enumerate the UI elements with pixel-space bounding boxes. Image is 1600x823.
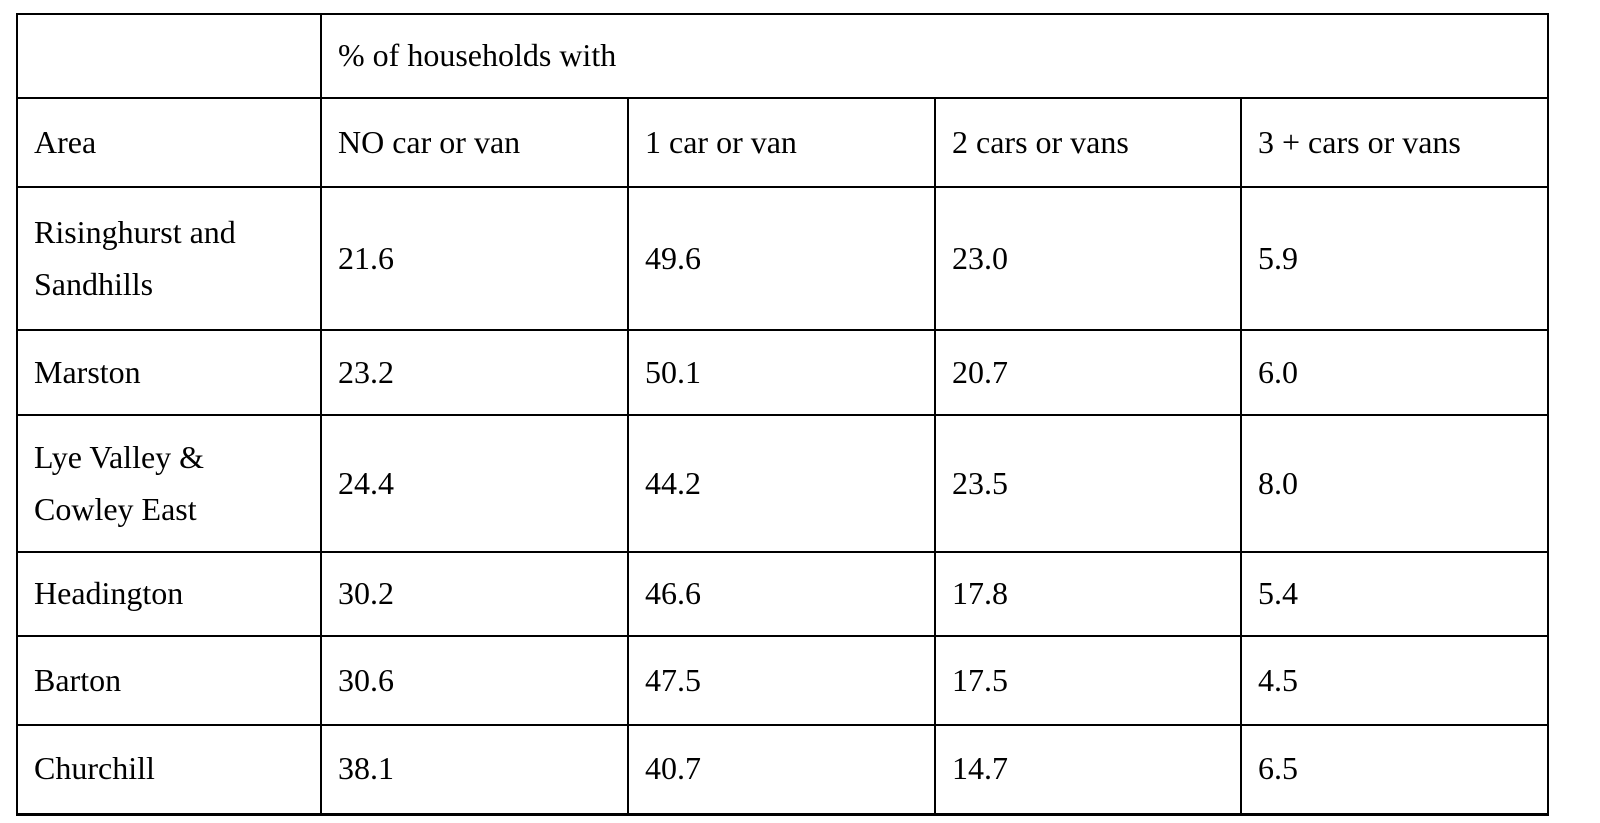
area-cell: Headington — [16, 551, 322, 637]
empty-header-cell — [16, 13, 322, 99]
value-cell: 46.6 — [627, 551, 936, 637]
area-cell: Barton — [16, 635, 322, 726]
value-cell: 23.0 — [934, 186, 1242, 331]
value-cell: 38.1 — [320, 724, 629, 815]
table-row: Marston 23.2 50.1 20.7 6.0 — [16, 329, 1550, 416]
area-cell: Risinghurst and Sandhills — [16, 186, 322, 331]
value-cell: 30.6 — [320, 635, 629, 726]
spanner-row: % of households with — [16, 13, 1550, 99]
value-cell: 6.5 — [1239, 724, 1550, 815]
value-cell: 21.6 — [320, 186, 629, 331]
value-cell: 50.1 — [627, 329, 936, 416]
column-header-1-car: 1 car or van — [627, 97, 936, 188]
value-cell: 5.9 — [1239, 186, 1550, 331]
value-cell: 44.2 — [627, 414, 936, 553]
value-cell: 4.5 — [1239, 635, 1550, 726]
value-cell: 40.7 — [627, 724, 936, 815]
value-cell: 23.5 — [934, 414, 1242, 553]
value-cell: 47.5 — [627, 635, 936, 726]
value-cell: 30.2 — [320, 551, 629, 637]
value-cell: 23.2 — [320, 329, 629, 416]
value-cell: 14.7 — [934, 724, 1242, 815]
area-cell: Marston — [16, 329, 322, 416]
table-row: Barton 30.6 47.5 17.5 4.5 — [16, 635, 1550, 726]
car-ownership-table: % of households with Area NO car or van … — [16, 13, 1550, 816]
area-cell: Lye Valley & Cowley East — [16, 414, 322, 553]
column-header-no-car: NO car or van — [320, 97, 629, 188]
table-row: Risinghurst and Sandhills 21.6 49.6 23.0… — [16, 186, 1550, 331]
value-cell: 20.7 — [934, 329, 1242, 416]
column-header-2-cars: 2 cars or vans — [934, 97, 1242, 188]
column-header-3plus-cars: 3 + cars or vans — [1239, 97, 1550, 188]
value-cell: 6.0 — [1239, 329, 1550, 416]
value-cell: 17.5 — [934, 635, 1242, 726]
value-cell: 24.4 — [320, 414, 629, 553]
table-row: Churchill 38.1 40.7 14.7 6.5 — [16, 724, 1550, 815]
spanner-heading: % of households with — [319, 13, 1550, 99]
value-cell: 8.0 — [1239, 414, 1550, 553]
column-header-area: Area — [16, 97, 322, 188]
area-cell: Churchill — [16, 724, 322, 815]
table-row: Headington 30.2 46.6 17.8 5.4 — [16, 551, 1550, 637]
table-row: Lye Valley & Cowley East 24.4 44.2 23.5 … — [16, 414, 1550, 553]
column-header-row: Area NO car or van 1 car or van 2 cars o… — [16, 97, 1550, 188]
value-cell: 5.4 — [1239, 551, 1550, 637]
value-cell: 17.8 — [934, 551, 1242, 637]
value-cell: 49.6 — [627, 186, 936, 331]
